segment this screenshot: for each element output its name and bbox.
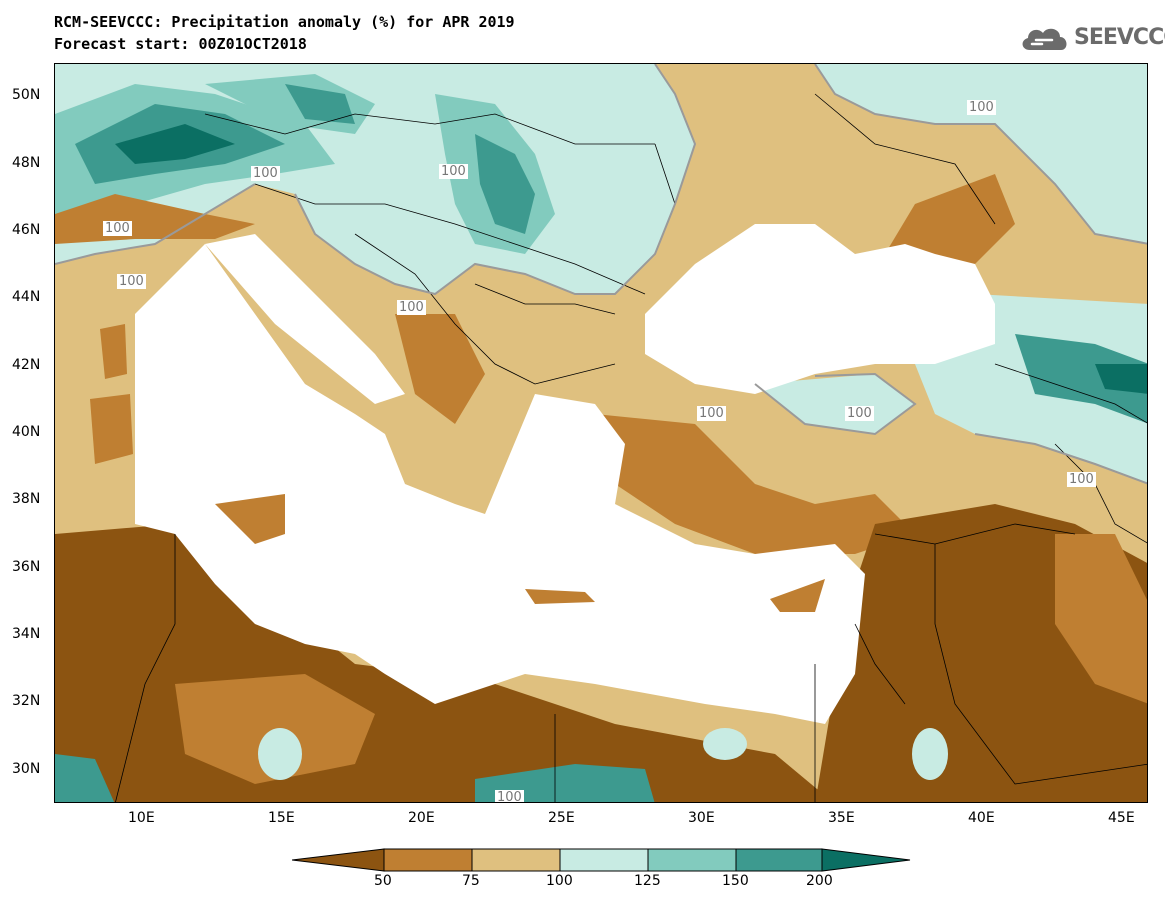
extreme-wet-zone-caucasus [1095,364,1147,394]
black-sea [645,224,995,394]
wet-spot-egypt [703,728,747,760]
forecast-start-label: Forecast start: 00Z01OCT2018 [54,35,307,53]
dry-zone-anatolia [595,414,915,554]
cloud-icon [1022,28,1067,50]
contour-label: 100 [495,790,524,803]
colorbar-label: 125 [634,873,661,889]
lon-label: 35E [828,810,855,826]
contour-label: 100 [1067,472,1096,487]
sicily [215,494,285,544]
lat-label: 40N [12,424,41,440]
lon-label: 25E [548,810,575,826]
contour-label: 100 [103,221,132,236]
contour-label: 100 [967,100,996,115]
colorbar-segment [383,848,473,872]
contour-label: 100 [117,274,146,289]
lat-label: 42N [12,357,41,373]
lat-label: 48N [12,155,41,171]
adriatic-sea [205,234,405,404]
colorbar-segment [647,848,737,872]
country-borders [115,93,1147,802]
colorbar-segment [471,848,561,872]
contour-100-lines [55,64,1147,485]
map-title: RCM-SEEVCCC: Precipitation anomaly (%) f… [54,13,515,31]
lon-label: 20E [408,810,435,826]
crete [525,589,595,604]
colorbar-segment [559,848,649,872]
very-wet-zone-poland [285,84,355,124]
lon-label: 45E [1108,810,1135,826]
very-wet-zone-central [475,134,535,234]
very-wet-zone-caucasus [1015,334,1147,424]
lat-label: 44N [12,289,41,305]
precipitation-anomaly-map [55,64,1147,802]
colorbar-label: 75 [462,873,480,889]
corsica [100,324,127,379]
colorbar-label: 150 [722,873,749,889]
logo-text: SEEVCCC [1074,25,1165,50]
lat-label: 50N [12,87,41,103]
contour-label: 100 [845,406,874,421]
lat-label: 38N [12,491,41,507]
contour-label: 100 [251,166,280,181]
lon-label: 10E [128,810,155,826]
contour-label: 100 [397,300,426,315]
colorbar-label: 200 [806,873,833,889]
colorbar-segment [821,848,911,872]
contour-label: 100 [439,164,468,179]
wet-zone-sahara-west [55,754,115,802]
lon-label: 40E [968,810,995,826]
tyrrhenian-sea [135,304,285,504]
cyprus [770,579,825,612]
colorbar-label: 100 [546,873,573,889]
map-area: 100 100 100 100 100 100 100 100 100 100 … [54,63,1148,803]
mediterranean-sea [135,244,865,724]
dry-zone-levant [1055,534,1147,704]
lat-label: 32N [12,693,41,709]
lon-label: 15E [268,810,295,826]
lat-label: 36N [12,559,41,575]
colorbar-label: 50 [374,873,392,889]
lon-label: 30E [688,810,715,826]
colorbar-segment [735,848,823,872]
lat-label: 46N [12,222,41,238]
dry-zone-balkans [395,314,485,424]
lat-label: 34N [12,626,41,642]
seevccc-logo: SEEVCCC [1018,22,1165,56]
wet-zone-east-top [815,64,1147,244]
wet-spot-libya [258,728,302,780]
colorbar [292,848,911,872]
sardinia [90,394,133,464]
lat-label: 30N [12,761,41,777]
wet-zone-turkey [755,374,915,434]
extreme-wet-zone-alps [115,124,235,164]
colorbar-segment [292,848,385,872]
wet-spot-jordan [912,728,948,780]
contour-label: 100 [697,406,726,421]
